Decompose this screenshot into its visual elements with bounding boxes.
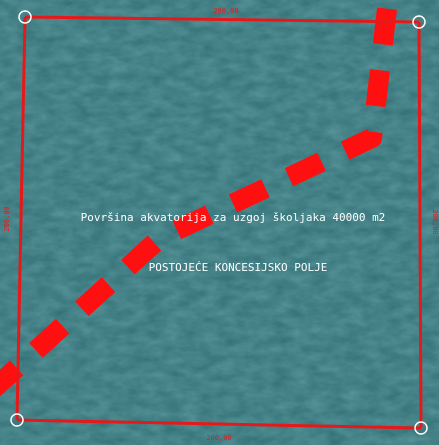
dimension-label-bottom: 200,00 — [206, 434, 231, 442]
dimension-label-left: 200,00 — [3, 206, 11, 231]
vertex-marker-top-right — [412, 15, 426, 29]
boundary-top — [24, 15, 420, 24]
concession-field-label: POSTOJEĆE KONCESIJSKO POLJE — [149, 261, 328, 274]
vertex-marker-bottom-right — [414, 421, 428, 435]
dimension-label-right: 200,00 — [431, 209, 439, 234]
boundary-left — [15, 16, 27, 421]
dimension-label-top: 200,00 — [213, 7, 238, 15]
vertex-marker-bottom-left — [10, 413, 24, 427]
boundary-bottom — [16, 418, 422, 430]
area-label: Površina akvatorija za uzgoj školjaka 40… — [81, 211, 386, 224]
boundary-right — [417, 21, 423, 429]
vertex-marker-top-left — [18, 10, 32, 24]
